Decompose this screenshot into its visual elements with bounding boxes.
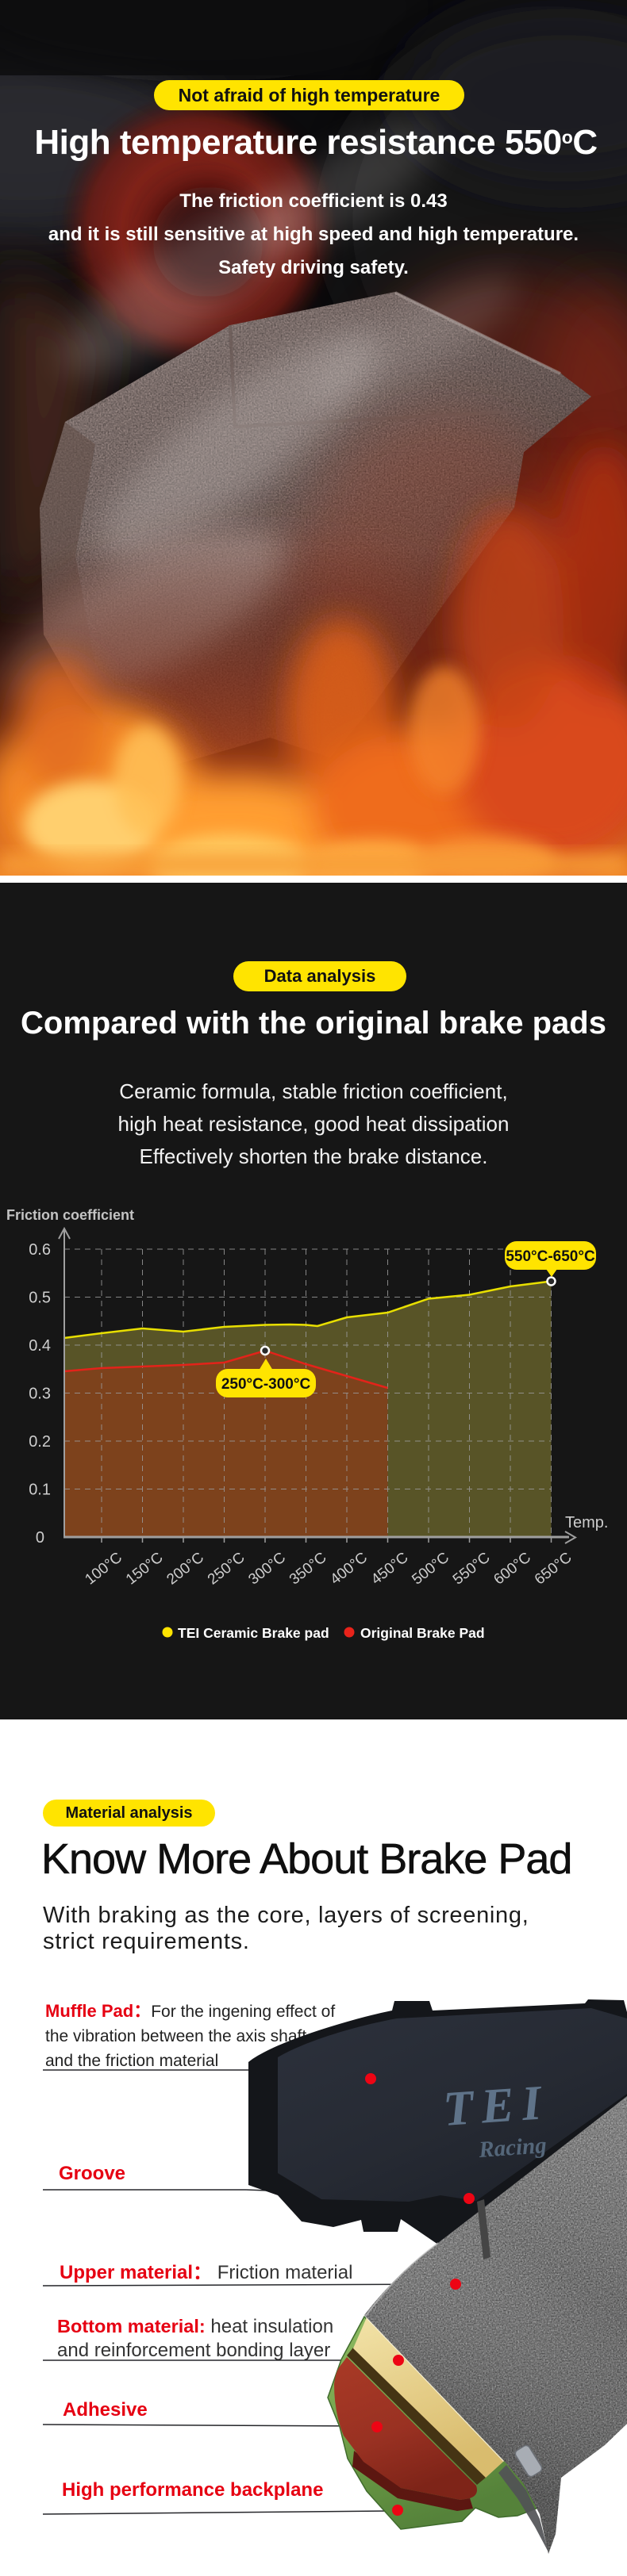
svg-text:350°C: 350°C xyxy=(287,1549,330,1588)
svg-text:0.1: 0.1 xyxy=(29,1482,51,1499)
svg-text:600°C: 600°C xyxy=(490,1549,534,1588)
svg-text:400°C: 400°C xyxy=(327,1549,371,1588)
svg-text:TEI: TEI xyxy=(441,2076,551,2137)
svg-text:250°C-300°C: 250°C-300°C xyxy=(221,1376,311,1393)
svg-text:550°C-650°C: 550°C-650°C xyxy=(506,1248,595,1265)
svg-text:300°C: 300°C xyxy=(245,1549,289,1588)
svg-text:450°C: 450°C xyxy=(368,1549,412,1588)
svg-text:0.2: 0.2 xyxy=(29,1433,51,1451)
svg-text:150°C: 150°C xyxy=(123,1549,167,1588)
svg-text:Original Brake Pad: Original Brake Pad xyxy=(360,1625,485,1641)
svg-text:0.3: 0.3 xyxy=(29,1386,51,1403)
svg-text:Racing: Racing xyxy=(477,2133,547,2163)
svg-text:550°C: 550°C xyxy=(450,1549,494,1588)
svg-text:0: 0 xyxy=(36,1529,44,1547)
svg-text:250°C: 250°C xyxy=(205,1549,248,1588)
svg-text:0.6: 0.6 xyxy=(29,1241,51,1259)
svg-text:Temp.: Temp. xyxy=(565,1514,608,1531)
svg-text:650°C: 650°C xyxy=(532,1549,575,1588)
svg-text:200°C: 200°C xyxy=(163,1549,207,1588)
svg-text:100°C: 100°C xyxy=(82,1549,125,1588)
svg-text:0.5: 0.5 xyxy=(29,1290,51,1307)
svg-text:0.4: 0.4 xyxy=(29,1337,51,1355)
svg-text:TEI Ceramic Brake pad: TEI Ceramic Brake pad xyxy=(178,1625,329,1641)
svg-text:Friction coefficient: Friction coefficient xyxy=(6,1207,134,1223)
svg-text:500°C: 500°C xyxy=(409,1549,452,1588)
